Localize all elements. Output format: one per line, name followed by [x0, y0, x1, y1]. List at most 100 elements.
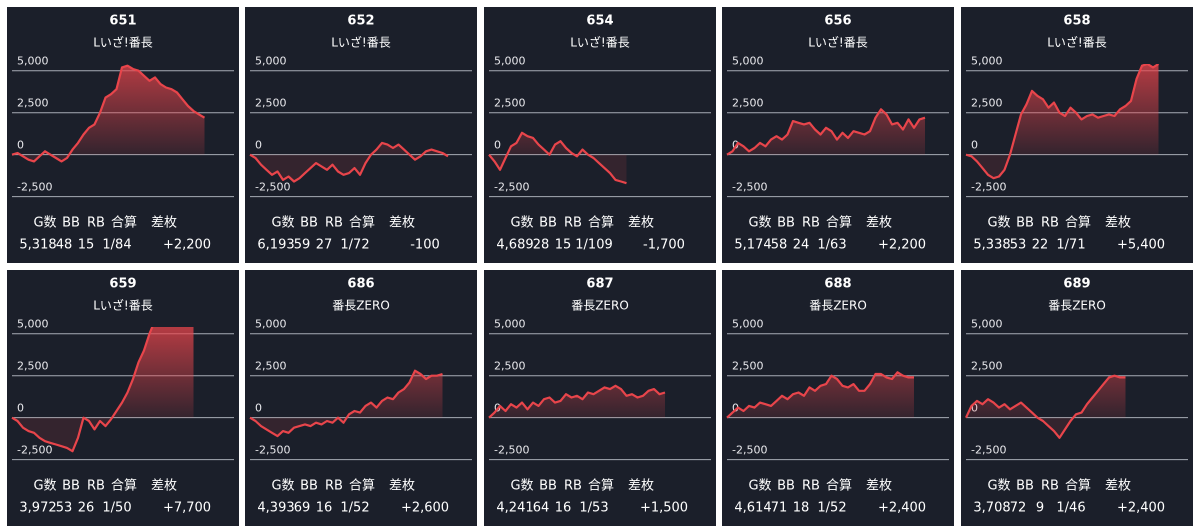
panel-title: 654	[586, 14, 613, 29]
stat-value: -1,700	[643, 238, 685, 253]
panel-subtitle: 番長ZERO	[1048, 299, 1106, 313]
panel: 689番長ZERO5,0002,5000-2,500G数BBRB合算差枚3,70…	[961, 270, 1193, 526]
stat-label: BB	[539, 216, 557, 231]
y-tick-label: 2,500	[494, 360, 526, 373]
line	[965, 374, 1126, 439]
plot-area	[11, 64, 206, 163]
stat-label: 差枚	[389, 216, 415, 231]
stat-label: RB	[325, 479, 343, 494]
area	[489, 132, 627, 184]
stat-label: 合算	[588, 479, 614, 494]
stat-value: 6,193	[257, 238, 294, 253]
stat-value: 16	[316, 501, 333, 516]
stat-label: G数	[271, 216, 294, 231]
y-tick-label: 2,500	[494, 97, 526, 110]
stat-value: 4,689	[496, 238, 533, 253]
stat-label: RB	[564, 479, 582, 494]
stat-value: 1/52	[817, 501, 846, 516]
y-tick-label: 2,500	[17, 360, 49, 373]
panel: 658 Lいざ!番長 5,000 2,500 0 -2,500 G数 BB RB 合算 差枚 5,33…	[961, 7, 1193, 263]
stat-label: RB	[802, 479, 820, 494]
y-tick-label: -2,500	[255, 444, 290, 457]
stat-value: 4,393	[257, 501, 294, 516]
stat-label: RB	[564, 216, 582, 231]
y-tick-label: 0	[971, 139, 978, 152]
stat-label: 合算	[349, 479, 375, 494]
panel-subtitle: 番長ZERO	[332, 299, 390, 313]
stat-value: 24	[793, 238, 810, 253]
stat-value: 1/52	[340, 501, 369, 516]
panel-title: 652	[347, 14, 374, 29]
stat-value: +2,200	[878, 238, 926, 253]
y-tick-label: -2,500	[971, 444, 1006, 457]
panel: 652 Lいざ!番長 5,000 2,500 0 -2,500 G数 BB RB 合算 差枚 6,19…	[245, 7, 477, 263]
stat-value: 1/84	[102, 238, 131, 253]
line	[965, 64, 1160, 180]
stat-label: G数	[33, 216, 56, 231]
stat-label: RB	[325, 216, 343, 231]
y-tick-label: 0	[17, 139, 24, 152]
plot-area	[488, 384, 666, 419]
stat-label: 差枚	[389, 479, 415, 494]
plot-area	[11, 327, 194, 453]
y-tick-label: 5,000	[971, 318, 1003, 331]
y-tick-label: 0	[17, 402, 24, 415]
y-tick-label: 5,000	[494, 55, 526, 68]
y-tick-label: 2,500	[971, 97, 1003, 110]
area	[727, 372, 914, 418]
stat-label: 差枚	[866, 479, 892, 494]
stat-value: 1/50	[102, 501, 131, 516]
stat-value: +2,600	[401, 501, 449, 516]
stat-value: 1/71	[1056, 238, 1085, 253]
stat-value: 64	[533, 501, 550, 516]
stat-value: 72	[1010, 501, 1027, 516]
stat-value: 22	[1032, 238, 1049, 253]
panel: 659 Lいざ!番長 5,000 2,500 0 -2,500 G数 BB RB 合算 差枚 3,97…	[7, 270, 239, 526]
stat-value: 5,174	[734, 238, 771, 253]
stat-value: 53	[1010, 238, 1027, 253]
stat-label: G数	[33, 479, 56, 494]
panel-title: 687	[586, 277, 613, 292]
stat-label: RB	[87, 216, 105, 231]
y-tick-label: 0	[255, 402, 262, 415]
stat-label: RB	[1041, 216, 1059, 231]
line	[488, 384, 666, 419]
stat-value: +2,200	[163, 238, 211, 253]
stat-value: +1,500	[640, 501, 688, 516]
y-tick-label: 0	[255, 139, 262, 152]
stat-value: +2,400	[1117, 501, 1165, 516]
panel-subtitle: 番長ZERO	[809, 299, 867, 313]
stat-value: 4,241	[496, 501, 533, 516]
panel-subtitle: Lいざ!番長	[570, 35, 630, 50]
stat-value: 5,318	[19, 238, 56, 253]
plot-area	[249, 369, 443, 438]
stat-label: G数	[987, 479, 1010, 494]
stat-label: BB	[62, 479, 80, 494]
stat-value: 58	[771, 238, 788, 253]
panel-subtitle: Lいざ!番長	[1047, 35, 1107, 50]
area	[12, 65, 205, 162]
stat-value: 1/109	[575, 238, 612, 253]
y-tick-label: 5,000	[17, 318, 49, 331]
y-tick-label: 2,500	[17, 97, 49, 110]
stat-value: 15	[78, 238, 95, 253]
y-tick-label: -2,500	[971, 181, 1006, 194]
panel-title: 658	[1063, 14, 1090, 29]
stat-label: RB	[87, 479, 105, 494]
stat-value: 18	[793, 501, 810, 516]
panel-title: 651	[109, 14, 136, 29]
stat-value: 53	[56, 501, 73, 516]
stat-label: BB	[777, 216, 795, 231]
stat-label: 合算	[1065, 479, 1091, 494]
stat-label: 合算	[826, 479, 852, 494]
panel: 651 Lいざ!番長 5,000 2,500 0 -2,500 G数 BB RB 合算 差枚 5,31…	[7, 7, 239, 263]
panel: 688 番長ZERO 5,000 2,500 0 -2,500 G数 BB RB 合算 差枚 4,61…	[722, 270, 954, 526]
y-tick-label: -2,500	[255, 181, 290, 194]
stat-label: 合算	[111, 479, 137, 494]
panel-subtitle: Lいざ!番長	[808, 35, 868, 50]
panel-subtitle: Lいざ!番長	[93, 35, 153, 50]
y-tick-label: 5,000	[732, 55, 764, 68]
y-tick-label: 5,000	[255, 318, 287, 331]
y-tick-label: 0	[732, 402, 739, 415]
